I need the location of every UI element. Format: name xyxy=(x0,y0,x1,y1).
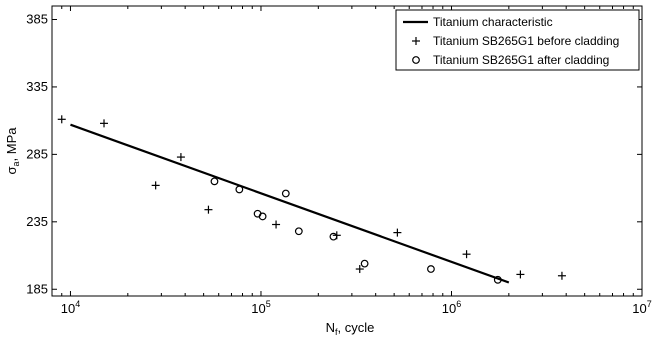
after-cladding-point xyxy=(427,265,435,273)
y-axis-label: σa, MPa xyxy=(4,127,21,175)
x-axis-label-sub: f xyxy=(335,327,338,337)
after-cladding-point xyxy=(258,212,267,221)
x-axis-label: Nf, cycle xyxy=(326,320,375,337)
before-cladding-point xyxy=(355,265,364,274)
before-cladding-point xyxy=(557,271,566,280)
plot-frame xyxy=(51,5,643,297)
y-axis-ticks: 185 235 285 335 385 xyxy=(26,11,642,296)
before-cladding-point xyxy=(462,250,471,259)
before-cladding-point xyxy=(176,153,185,162)
x-axis-label-main: N xyxy=(326,320,335,335)
before-cladding-point xyxy=(393,228,402,237)
legend-label-before: Titanium SB265G1 before cladding xyxy=(433,34,619,48)
y-axis-label-main: σ xyxy=(4,166,19,174)
y-tick-label: 235 xyxy=(26,214,48,229)
after-cladding-point xyxy=(210,177,219,186)
characteristic-line xyxy=(70,123,510,284)
before-cladding-point xyxy=(57,115,66,124)
x-tick-label: 104 xyxy=(61,299,80,316)
after-cladding-point xyxy=(360,259,369,268)
legend-circle-marker xyxy=(412,56,420,64)
after-cladding-point xyxy=(329,232,338,241)
before-cladding-point xyxy=(151,181,160,190)
after-cladding-point xyxy=(281,189,290,198)
y-axis-label-rest: , MPa xyxy=(4,127,19,162)
y-tick-label: 385 xyxy=(26,11,48,26)
legend-plus-marker xyxy=(412,37,420,45)
y-tick-label: 335 xyxy=(26,79,48,94)
legend: Titanium characteristic Titanium SB265G1… xyxy=(395,9,640,71)
before-cladding-point xyxy=(204,205,213,214)
x-tick-label: 107 xyxy=(632,299,651,316)
plot-area xyxy=(57,115,566,284)
after-cladding-point xyxy=(493,275,502,284)
x-tick-label: 106 xyxy=(442,299,461,316)
before-cladding-point xyxy=(516,270,525,279)
y-tick-label: 285 xyxy=(26,146,48,161)
after-cladding-point xyxy=(294,227,303,236)
before-cladding-point xyxy=(100,119,109,128)
legend-label-characteristic: Titanium characteristic xyxy=(433,15,553,29)
after-cladding-point xyxy=(235,185,244,194)
legend-box xyxy=(395,9,640,71)
x-axis-label-rest: , cycle xyxy=(338,320,375,335)
y-tick-label: 185 xyxy=(26,281,48,296)
y-axis-label-sub: a xyxy=(11,161,21,166)
before-cladding-point xyxy=(272,220,281,229)
legend-label-after: Titanium SB265G1 after cladding xyxy=(433,53,609,67)
x-tick-label: 105 xyxy=(251,299,270,316)
